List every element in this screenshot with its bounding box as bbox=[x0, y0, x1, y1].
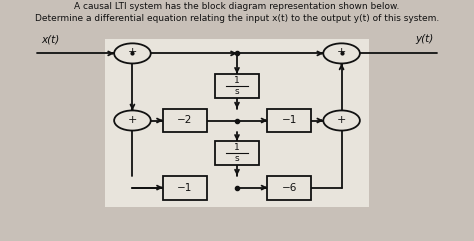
Text: s: s bbox=[235, 87, 239, 95]
Text: +: + bbox=[337, 114, 346, 125]
Text: +: + bbox=[128, 114, 137, 125]
Bar bbox=[267, 108, 311, 133]
Text: s: s bbox=[235, 154, 239, 163]
Bar bbox=[215, 141, 259, 165]
Bar bbox=[215, 74, 259, 98]
Text: +: + bbox=[337, 47, 346, 57]
Text: x(t): x(t) bbox=[41, 34, 59, 44]
Circle shape bbox=[323, 110, 360, 131]
Text: Determine a differential equation relating the input x(t) to the output y(t) of : Determine a differential equation relati… bbox=[35, 14, 439, 23]
Bar bbox=[105, 39, 369, 207]
Circle shape bbox=[114, 43, 151, 63]
Text: −1: −1 bbox=[282, 115, 297, 126]
Text: 1: 1 bbox=[234, 76, 240, 85]
Text: y(t): y(t) bbox=[415, 34, 433, 44]
Text: A causal LTI system has the block diagram representation shown below.: A causal LTI system has the block diagra… bbox=[74, 2, 400, 11]
Bar bbox=[163, 108, 207, 133]
Bar bbox=[267, 176, 311, 200]
Text: −1: −1 bbox=[177, 183, 192, 193]
Text: −6: −6 bbox=[282, 183, 297, 193]
Circle shape bbox=[114, 110, 151, 131]
Text: −2: −2 bbox=[177, 115, 192, 126]
Text: 1: 1 bbox=[234, 143, 240, 152]
Text: +: + bbox=[128, 47, 137, 57]
Circle shape bbox=[323, 43, 360, 63]
Bar bbox=[163, 176, 207, 200]
